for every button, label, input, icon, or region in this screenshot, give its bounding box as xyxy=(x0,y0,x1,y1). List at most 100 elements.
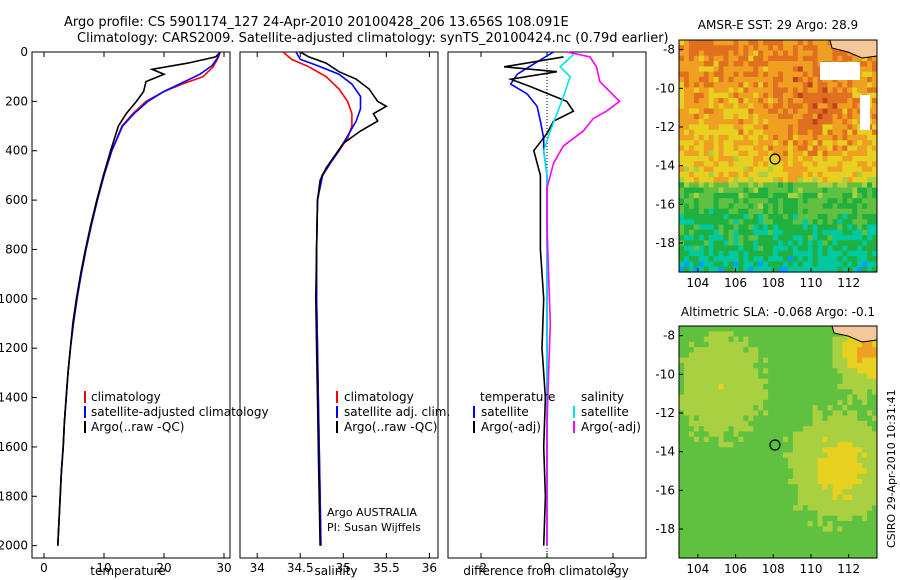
heatmap-cell xyxy=(817,420,824,427)
heatmap-cell xyxy=(758,150,764,157)
heatmap-cell xyxy=(837,447,843,454)
heatmap-cell xyxy=(797,124,804,131)
heatmap-cell xyxy=(852,156,858,162)
heatmap-cell xyxy=(693,61,700,67)
heatmap-cell xyxy=(847,452,853,459)
heatmap-cell xyxy=(807,515,814,522)
heatmap-cell xyxy=(852,384,858,390)
heatmap-cell xyxy=(812,224,819,231)
heatmap-cell xyxy=(708,166,715,173)
heatmap-cell xyxy=(733,389,739,396)
heatmap-cell xyxy=(837,468,843,475)
heatmap-cell xyxy=(763,235,769,241)
heatmap-cell xyxy=(773,505,779,512)
heatmap-cell xyxy=(812,515,819,522)
heatmap-cell xyxy=(679,489,685,496)
heatmap-cell xyxy=(862,436,868,443)
heatmap-cell xyxy=(812,352,819,359)
heatmap-cell xyxy=(862,150,868,157)
heatmap-cell xyxy=(862,235,868,241)
heatmap-cell xyxy=(743,463,749,469)
heatmap-cell xyxy=(713,326,720,332)
heatmap-cell xyxy=(684,415,690,422)
heatmap-cell xyxy=(802,214,809,220)
heatmap-cell xyxy=(857,373,863,380)
heatmap-cell xyxy=(684,426,690,433)
heatmap-cell xyxy=(758,405,764,411)
heatmap-cell xyxy=(802,266,809,273)
heatmap-cell xyxy=(688,261,695,268)
heatmap-cell xyxy=(728,119,734,125)
heatmap-cell xyxy=(723,166,729,173)
heatmap-cell xyxy=(768,326,774,332)
heatmap-cell xyxy=(797,457,804,464)
heatmap-cell xyxy=(688,468,695,475)
heatmap-cell xyxy=(783,420,789,427)
heatmap-cell xyxy=(847,55,853,62)
heatmap-cell xyxy=(684,256,690,263)
heatmap-cell xyxy=(802,536,809,543)
heatmap-cell xyxy=(738,510,744,517)
heatmap-cell xyxy=(753,124,759,131)
heatmap-cell xyxy=(748,129,754,136)
heatmap-cell xyxy=(688,552,695,559)
heatmap-cell xyxy=(832,515,838,522)
heatmap-cell xyxy=(768,368,774,375)
heatmap-cell xyxy=(802,484,809,491)
heatmap-cell xyxy=(773,182,779,189)
heatmap-cell xyxy=(787,198,794,205)
heatmap-cell xyxy=(812,166,819,173)
heatmap-cell xyxy=(778,473,784,480)
heatmap-cell xyxy=(852,373,858,380)
heatmap-cell xyxy=(787,219,794,226)
heatmap-cell xyxy=(763,510,769,517)
heatmap-cell xyxy=(698,468,705,475)
heatmap-cell xyxy=(832,261,838,268)
heatmap-cell xyxy=(723,145,729,152)
heatmap-cell xyxy=(703,108,710,115)
heatmap-cell xyxy=(753,336,759,343)
heatmap-cell xyxy=(758,362,764,369)
heatmap-cell xyxy=(684,266,690,273)
heatmap-cell xyxy=(817,357,824,364)
heatmap-cell xyxy=(837,256,843,263)
heatmap-cell xyxy=(787,347,794,353)
heatmap-cell xyxy=(753,198,759,205)
heatmap-cell xyxy=(684,203,690,210)
heatmap-cell xyxy=(679,394,685,401)
heatmap-cell xyxy=(688,510,695,517)
heatmap-cell xyxy=(728,473,734,480)
heatmap-cell xyxy=(758,478,764,485)
heatmap-cell xyxy=(792,526,799,533)
heatmap-cell xyxy=(753,536,759,543)
heatmap-cell xyxy=(733,129,739,136)
heatmap-cell xyxy=(842,245,848,252)
heatmap-cell xyxy=(723,119,729,125)
heatmap-cell xyxy=(708,50,715,57)
heatmap-cell xyxy=(753,542,759,549)
heatmap-cell xyxy=(693,261,700,268)
heatmap-cell xyxy=(738,92,744,99)
heatmap-cell xyxy=(847,473,853,480)
heatmap-cell xyxy=(802,145,809,152)
heatmap-cell xyxy=(758,161,764,168)
heatmap-cell xyxy=(792,473,799,480)
heatmap-cell xyxy=(832,368,838,375)
heatmap-cell xyxy=(698,384,705,390)
heatmap-cell xyxy=(748,256,754,263)
heatmap-cell xyxy=(688,208,695,215)
heatmap-cell xyxy=(797,61,804,67)
heatmap-cell xyxy=(698,61,705,67)
heatmap-cell xyxy=(783,326,789,332)
heatmap-cell xyxy=(748,326,754,332)
heatmap-cell xyxy=(713,150,720,157)
heatmap-cell xyxy=(753,182,759,189)
heatmap-cell xyxy=(698,457,705,464)
heatmap-cell xyxy=(713,187,720,194)
heatmap-cell xyxy=(862,426,868,433)
heatmap-cell xyxy=(862,198,868,205)
heatmap-cell xyxy=(857,484,863,491)
heatmap-cell xyxy=(872,261,878,268)
heatmap-cell xyxy=(763,436,769,443)
heatmap-cell xyxy=(872,214,878,220)
